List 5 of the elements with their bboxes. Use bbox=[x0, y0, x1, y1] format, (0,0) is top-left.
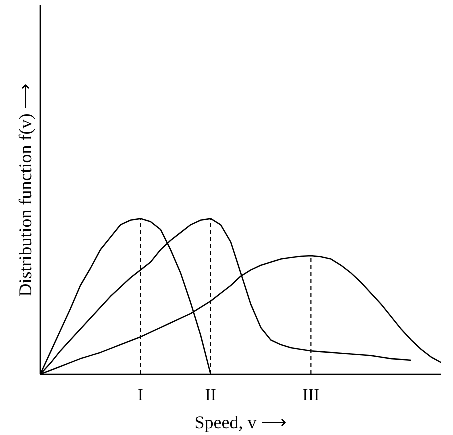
x-tick-label: II bbox=[205, 386, 217, 404]
x-tick-label: I bbox=[138, 386, 144, 404]
x-axis-title: Speed, v ⟶ bbox=[194, 412, 288, 432]
y-axis-title: Distribution function f(v) ⟶ bbox=[16, 83, 36, 297]
x-tick-label: III bbox=[302, 386, 320, 404]
